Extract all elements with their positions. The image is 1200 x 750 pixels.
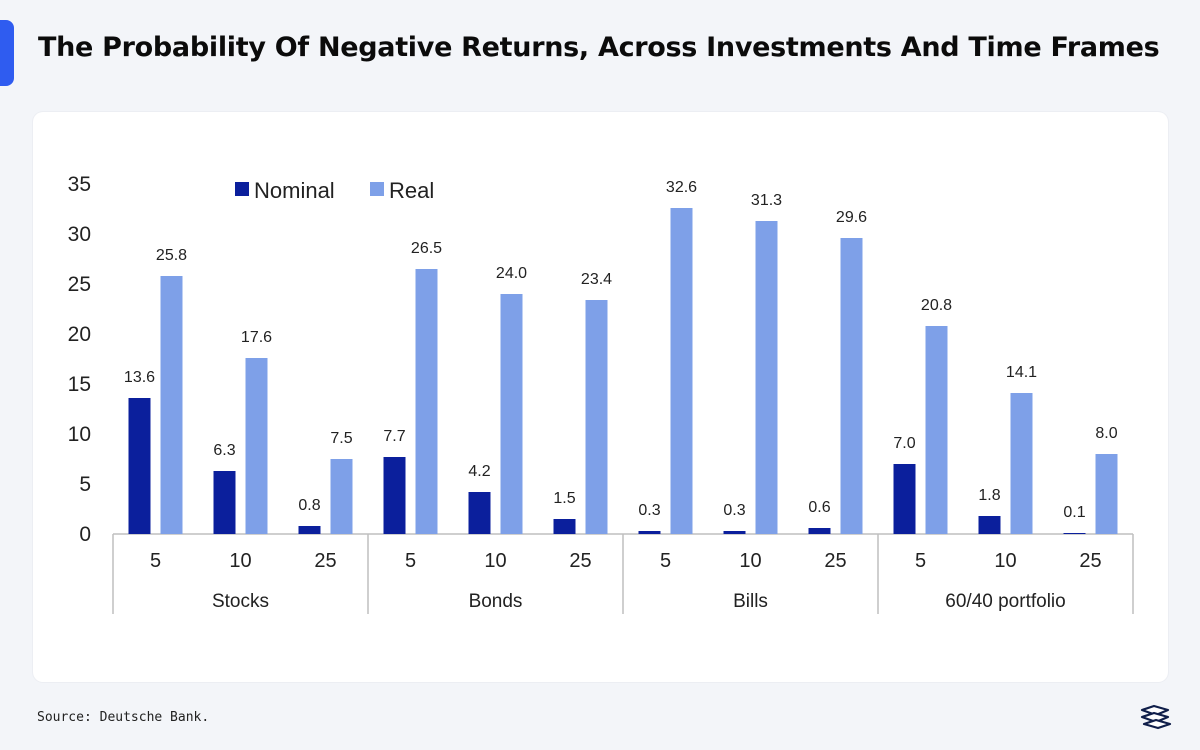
y-tick-label: 15 (68, 373, 91, 396)
real-bar (1095, 454, 1118, 534)
x-tick-label: 5 (150, 550, 161, 572)
x-tick-label: 10 (739, 550, 761, 572)
legend-swatch-nominal (235, 182, 249, 196)
real-data-label: 8.0 (1095, 425, 1117, 442)
x-tick-label: 25 (314, 550, 336, 572)
x-tick-label: 10 (229, 550, 251, 572)
y-tick-label: 30 (68, 223, 91, 246)
nominal-data-label: 0.3 (723, 502, 745, 519)
bar-chart: 0 5 10 15 20 25 30 35 13.6 25.8 5 6.3 17.6 10 0.8 7.5 25… (68, 173, 1134, 614)
brand-logo-icon (1140, 704, 1172, 730)
nominal-data-label: 0.3 (638, 502, 660, 519)
x-tick-label: 25 (1079, 550, 1101, 572)
x-tick-label: 5 (915, 550, 926, 572)
nominal-data-label: 1.8 (978, 487, 1000, 504)
nominal-bar (468, 492, 491, 534)
nominal-bar (128, 398, 151, 534)
nominal-bar (298, 526, 321, 534)
legend-label-real: Real (389, 178, 434, 203)
real-bar (160, 276, 183, 534)
real-bar (585, 300, 608, 534)
x-tick-label: 25 (569, 550, 591, 572)
real-data-label: 7.5 (330, 430, 352, 447)
x-tick-label: 10 (484, 550, 506, 572)
nominal-data-label: 7.7 (383, 428, 405, 445)
title-accent-bar (0, 20, 14, 86)
real-bar (245, 358, 268, 534)
legend-swatch-real (370, 182, 384, 196)
page-title: The Probability Of Negative Returns, Acr… (38, 32, 1160, 63)
nominal-data-label: 0.8 (298, 497, 320, 514)
x-tick-label: 10 (994, 550, 1016, 572)
x-tick-label: 5 (660, 550, 671, 572)
nominal-data-label: 0.1 (1063, 504, 1085, 521)
y-tick-label: 5 (79, 473, 91, 496)
real-bar (670, 208, 693, 534)
nominal-data-label: 4.2 (468, 463, 490, 480)
real-data-label: 32.6 (666, 179, 697, 196)
real-data-label: 17.6 (241, 329, 272, 346)
chart-card: 0 5 10 15 20 25 30 35 13.6 25.8 5 6.3 17.6 10 0.8 7.5 25… (33, 112, 1168, 682)
nominal-bar (808, 528, 831, 534)
x-tick-label: 25 (824, 550, 846, 572)
nominal-bar (893, 464, 916, 534)
nominal-bar (638, 531, 661, 534)
real-data-label: 14.1 (1006, 364, 1037, 381)
y-tick-label: 35 (68, 173, 91, 196)
real-bar (500, 294, 523, 534)
group-label: Bonds (469, 591, 523, 612)
real-bar (415, 269, 438, 534)
nominal-bar (383, 457, 406, 534)
real-data-label: 24.0 (496, 265, 527, 282)
group-label: Stocks (212, 591, 269, 612)
real-data-label: 20.8 (921, 297, 952, 314)
legend-label-nominal: Nominal (254, 178, 335, 203)
nominal-bar (723, 531, 746, 534)
nominal-bar (213, 471, 236, 534)
real-data-label: 26.5 (411, 240, 442, 257)
real-bar (925, 326, 948, 534)
y-tick-label: 20 (68, 323, 91, 346)
real-data-label: 31.3 (751, 192, 782, 209)
nominal-data-label: 0.6 (808, 499, 830, 516)
nominal-bar (978, 516, 1001, 534)
source-note: Source: Deutsche Bank. (37, 710, 210, 725)
real-bar (1010, 393, 1033, 534)
nominal-bar (553, 519, 576, 534)
y-tick-label: 10 (68, 423, 91, 446)
group-label: 60/40 portfolio (945, 591, 1065, 612)
real-data-label: 25.8 (156, 247, 187, 264)
nominal-data-label: 1.5 (553, 490, 575, 507)
real-data-label: 29.6 (836, 209, 867, 226)
y-tick-label: 0 (79, 523, 91, 546)
nominal-data-label: 6.3 (213, 442, 235, 459)
nominal-data-label: 13.6 (124, 369, 155, 386)
nominal-bar (1063, 533, 1086, 534)
x-tick-label: 5 (405, 550, 416, 572)
y-tick-label: 25 (68, 273, 91, 296)
real-bar (755, 221, 778, 534)
real-bar (840, 238, 863, 534)
group-label: Bills (733, 591, 768, 612)
real-data-label: 23.4 (581, 271, 612, 288)
real-bar (330, 459, 353, 534)
nominal-data-label: 7.0 (893, 435, 915, 452)
